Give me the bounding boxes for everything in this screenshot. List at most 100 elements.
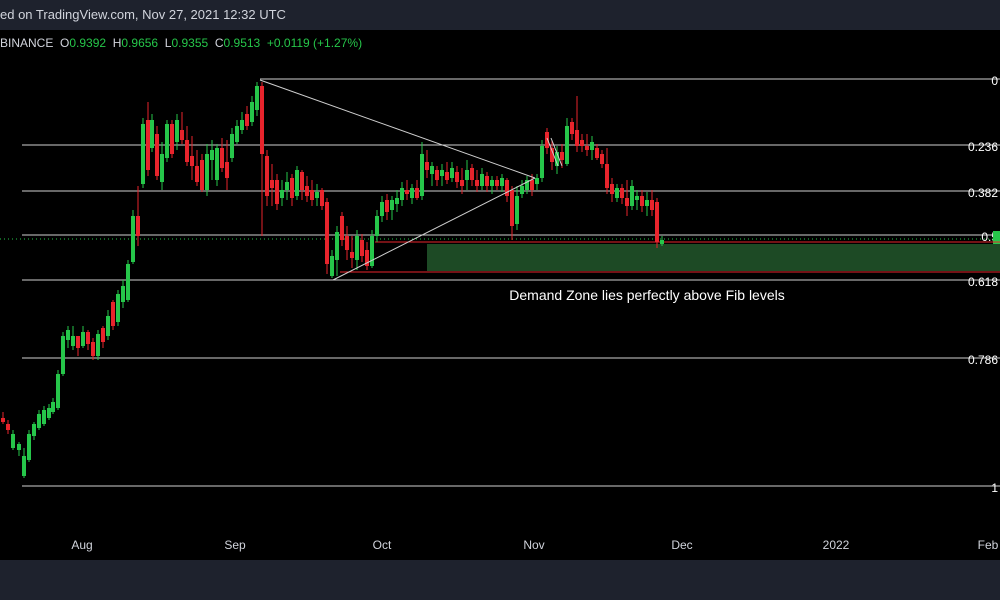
fib-label: 0.382 <box>968 186 998 200</box>
candle-body <box>540 146 544 178</box>
candle-body <box>175 120 179 142</box>
candle-body <box>495 180 499 186</box>
trendline-upper <box>259 79 536 179</box>
candle-body <box>390 200 394 210</box>
candle-body <box>445 172 449 180</box>
demand-zone <box>427 244 1000 271</box>
candle-body <box>580 140 584 146</box>
trendline-lower <box>332 177 536 281</box>
candle-body <box>505 180 509 196</box>
candle-body <box>450 168 454 178</box>
candle-body <box>370 236 374 266</box>
candle-body <box>620 188 624 198</box>
x-tick-label: Oct <box>372 538 392 552</box>
candle-body <box>515 196 519 224</box>
candle-body <box>545 132 549 148</box>
candle-body <box>131 216 135 262</box>
close-label: C <box>214 36 224 50</box>
drawing-mark <box>550 137 563 167</box>
candle-body <box>250 102 254 122</box>
candle-body <box>525 180 529 190</box>
candle-body <box>285 182 289 190</box>
candle-body <box>111 302 115 326</box>
candle-body <box>215 148 219 180</box>
x-tick-label: Sep <box>224 538 246 552</box>
candle-body <box>380 202 384 216</box>
candle-body <box>315 192 319 198</box>
candle-body <box>205 154 209 190</box>
candle-body <box>275 180 279 204</box>
candle-body <box>400 188 404 200</box>
candle-body <box>555 152 559 166</box>
candle-body <box>485 176 489 186</box>
candle-body <box>460 180 464 186</box>
candle-body <box>155 134 159 176</box>
candle-body <box>410 188 414 198</box>
candle-body <box>245 114 249 126</box>
open-value: 0.9392 <box>69 36 107 50</box>
high-value: 0.9656 <box>121 36 159 50</box>
annotation-text: Demand Zone lies perfectly above Fib lev… <box>509 287 784 303</box>
candle-body <box>22 456 26 476</box>
candle-body <box>200 160 204 190</box>
candle-body <box>255 86 259 110</box>
candle-body <box>116 294 120 322</box>
candle-body <box>395 198 399 204</box>
candle-body <box>435 170 439 180</box>
candle-body <box>635 196 639 200</box>
candle-body <box>600 154 604 164</box>
candle-body <box>335 232 339 260</box>
candle-body <box>121 286 125 302</box>
candle-body <box>330 256 334 276</box>
candle-body <box>570 122 574 134</box>
candle-body <box>655 202 659 242</box>
candle-body <box>260 86 264 154</box>
candle-body <box>220 148 224 168</box>
candle-body <box>17 444 21 450</box>
candle-body <box>340 216 344 240</box>
fib-label: 0 <box>991 74 998 88</box>
low-value: 0.9355 <box>171 36 209 50</box>
candle-body <box>345 236 349 250</box>
candle-body <box>230 134 234 158</box>
candle-body <box>101 328 105 342</box>
candle-body <box>455 172 459 182</box>
candle-body <box>650 200 654 210</box>
candle-body <box>535 178 539 184</box>
candle-body <box>465 170 469 180</box>
candle-body <box>170 124 174 154</box>
candle-body <box>475 180 479 186</box>
candle-body <box>595 148 599 158</box>
high-label: H <box>112 36 122 50</box>
candle-body <box>290 178 294 198</box>
candle-body <box>86 332 90 344</box>
candle-body <box>270 180 274 188</box>
candle-body <box>37 414 41 428</box>
candle-body <box>615 188 619 198</box>
candle-body <box>150 120 154 148</box>
candle-body <box>440 170 444 176</box>
candle-body <box>500 178 504 186</box>
candle-body <box>575 130 579 146</box>
candle-body <box>365 250 369 266</box>
bottom-bar <box>0 560 1000 600</box>
candle-body <box>470 168 474 180</box>
candle-body <box>360 240 364 256</box>
candle-body <box>265 156 269 196</box>
x-tick-label: Feb <box>977 538 999 552</box>
candle-body <box>1 418 5 422</box>
time-axis[interactable]: Aug Sep Oct Nov Dec 2022 Feb <box>0 530 1000 560</box>
fib-label: 0.786 <box>968 353 998 367</box>
candle-body <box>560 152 564 160</box>
candle-body <box>225 162 229 178</box>
candle-body <box>605 164 609 188</box>
candle-body <box>420 154 424 196</box>
low-label: L <box>164 36 172 50</box>
candle-body <box>430 166 434 174</box>
candle-body <box>141 124 145 184</box>
candle-body <box>510 190 514 226</box>
x-tick-label: Aug <box>71 538 93 552</box>
candle-body <box>625 198 629 206</box>
change-value: +0.0119 (+1.27%) <box>266 36 363 50</box>
